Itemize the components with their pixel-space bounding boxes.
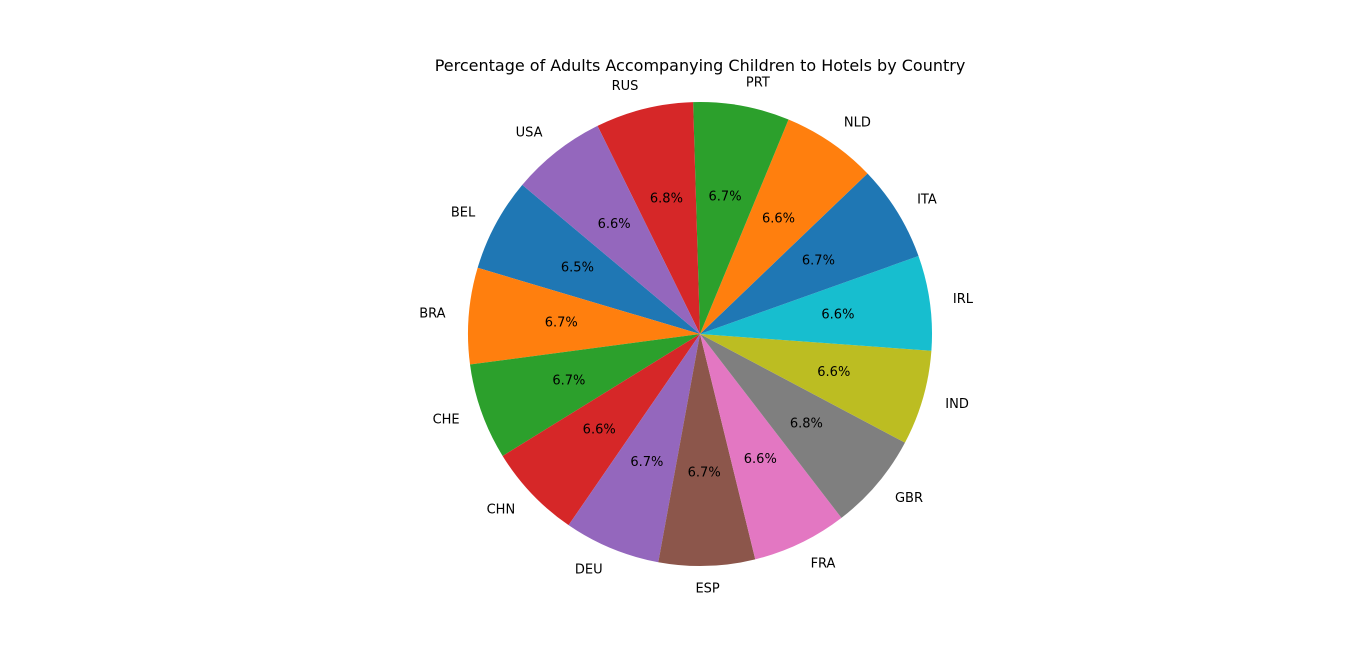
pie-slice-esp [658,334,756,566]
pie-slice-usa [522,125,700,335]
percent-label-ita: 6.7% [802,253,835,268]
pie-slice-gbr [700,334,905,518]
percent-labels: 6.5% 6.7% 6.7% 6.6% 6.7% 6.7% 6.6% 6.8% 6.6% 6.6%… [545,190,855,481]
pie-slice-bel [477,184,700,334]
category-label-chn: CHN [487,503,516,518]
percent-label-fra: 6.6% [744,452,777,467]
pie-slice-ind [700,334,932,443]
percent-label-deu: 6.7% [630,455,663,470]
percent-label-chn: 6.6% [583,423,616,438]
pie-slice-fra [700,334,842,560]
category-labels: BEL BRA CHE CHN DEU ESP FRA GBR IND IRL ITA NLD PRT R… [419,75,973,596]
percent-label-irl: 6.6% [821,308,854,323]
category-label-che: CHE [433,412,460,427]
category-label-prt: PRT [746,75,770,90]
pie-slices [467,102,932,566]
pie-slice-bra [467,267,700,365]
category-label-usa: USA [516,126,543,141]
percent-label-bra: 6.7% [545,316,578,331]
pie-slice-rus [597,102,700,335]
pie-slice-prt [693,102,789,334]
category-label-ita: ITA [917,192,937,207]
pie-slice-chn [502,334,700,526]
percent-label-bel: 6.5% [561,261,594,276]
percent-label-ind: 6.6% [817,365,850,380]
category-label-bra: BRA [419,306,445,321]
category-label-fra: FRA [811,557,836,572]
chart-title: Percentage of Adults Accompanying Childr… [435,56,966,75]
category-label-ind: IND [945,397,969,412]
category-label-irl: IRL [953,292,974,307]
category-label-esp: ESP [695,582,719,597]
percent-label-gbr: 6.8% [790,416,823,431]
pie-slice-irl [700,256,932,351]
percent-label-nld: 6.6% [762,212,795,227]
percent-label-prt: 6.7% [709,190,742,205]
category-label-bel: BEL [451,206,476,221]
category-label-deu: DEU [575,562,603,577]
category-label-rus: RUS [612,79,639,94]
pie-slice-ita [700,173,919,334]
pie-slice-deu [568,334,700,563]
percent-label-rus: 6.8% [650,191,683,206]
category-label-nld: NLD [844,116,871,131]
percent-label-che: 6.7% [552,373,585,388]
percent-label-usa: 6.6% [598,217,631,232]
pie-slice-nld [700,119,868,335]
category-label-gbr: GBR [895,491,923,506]
pie-slice-che [470,334,700,456]
percent-label-esp: 6.7% [688,466,721,481]
